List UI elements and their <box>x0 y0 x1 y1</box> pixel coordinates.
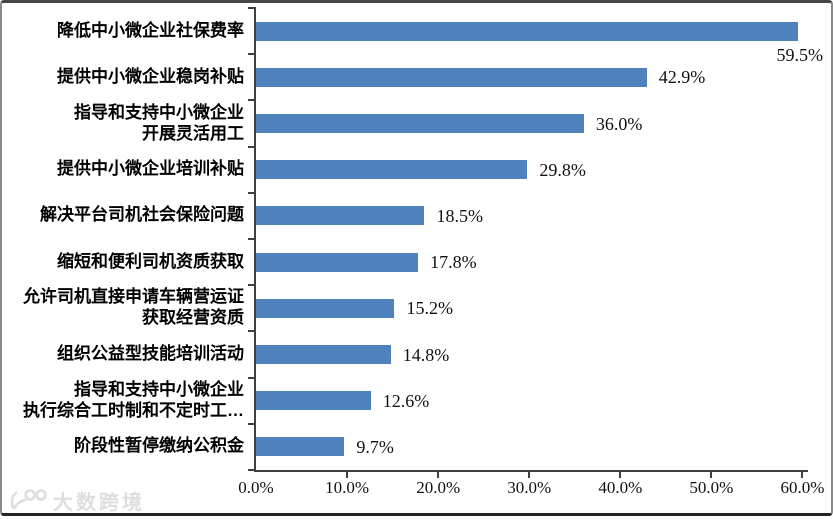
y-tick <box>248 7 256 9</box>
watermark-text: 大数跨境 <box>53 491 145 514</box>
y-tick <box>248 422 256 425</box>
value-label: 29.8% <box>539 159 586 180</box>
y-tick <box>248 99 256 102</box>
x-tick-label: 50.0% <box>689 478 734 497</box>
category-label-line: 阶段性暂停缴纳公积金 <box>74 436 244 456</box>
x-tick <box>346 470 349 478</box>
value-label: 12.6% <box>382 390 430 411</box>
category-label: 指导和支持中小微企业 执行综合工时制和不定时工… <box>0 379 244 421</box>
value-label: 14.8% <box>402 344 450 365</box>
category-label: 阶段性暂停缴纳公积金 <box>0 435 244 456</box>
category-label: 提供中小微企业培训补贴 <box>0 158 244 179</box>
bar <box>256 160 528 180</box>
y-tick <box>248 376 256 379</box>
bar <box>256 67 647 87</box>
x-tick-label: 10.0% <box>325 478 370 497</box>
x-tick-label: 0.0% <box>238 478 274 497</box>
category-label: 组织公益型技能培训活动 <box>0 343 244 364</box>
category-label-line: 提供中小微企业稳岗补贴 <box>57 66 244 86</box>
category-label: 缩短和便利司机资质获取 <box>0 251 244 272</box>
y-tick <box>248 145 256 148</box>
category-label-line: 开展灵活用工 <box>142 123 244 143</box>
value-label: 18.5% <box>436 205 483 226</box>
category-label-line: 获取经营资质 <box>142 308 244 328</box>
category-label: 允许司机直接申请车辆营运证 获取经营资质 <box>0 286 244 328</box>
value-label: 15.2% <box>406 298 453 319</box>
value-label: 42.9% <box>658 67 706 88</box>
category-label-line: 允许司机直接申请车辆营运证 <box>23 287 244 307</box>
x-tick-label: 20.0% <box>416 478 461 497</box>
category-label-line: 指导和支持中小微企业 <box>74 379 244 399</box>
x-tick-label: 30.0% <box>507 478 552 497</box>
value-label: 36.0% <box>595 113 643 134</box>
y-tick <box>248 53 256 56</box>
category-label-line: 解决平台司机社会保险问题 <box>40 205 244 225</box>
watermark: 大数跨境 <box>8 488 145 514</box>
category-label-line: 缩短和便利司机资质获取 <box>57 251 244 271</box>
category-label: 提供中小微企业稳岗补贴 <box>0 66 244 87</box>
bar <box>256 298 395 318</box>
bar <box>256 114 584 133</box>
bar <box>256 391 371 411</box>
bar <box>256 252 419 272</box>
y-axis-line <box>254 8 256 472</box>
x-tick <box>619 470 622 478</box>
bar <box>256 437 345 457</box>
category-label-line: 组织公益型技能培训活动 <box>57 344 244 363</box>
bar <box>256 345 391 364</box>
value-label: 59.5% <box>776 44 824 65</box>
x-tick <box>710 470 713 478</box>
category-label-line: 执行综合工时制和不定时工… <box>23 400 244 420</box>
x-axis-line <box>254 470 808 472</box>
bar <box>256 21 798 41</box>
category-label: 解决平台司机社会保险问题 <box>0 204 244 225</box>
category-label: 指导和支持中小微企业 开展灵活用工 <box>0 102 244 144</box>
category-label-line: 降低中小微企业社保费率 <box>57 20 244 40</box>
watermark-logo-icon <box>8 488 48 512</box>
x-tick <box>801 470 804 478</box>
bar <box>256 206 425 226</box>
category-label-line: 指导和支持中小微企业 <box>74 102 244 122</box>
y-tick <box>248 238 256 240</box>
x-tick <box>528 470 531 478</box>
x-tick <box>437 470 440 478</box>
x-tick-label: 40.0% <box>598 478 643 497</box>
x-tick-label: 60.0% <box>780 478 825 497</box>
value-label: 17.8% <box>430 252 477 273</box>
y-tick <box>248 284 256 287</box>
y-tick <box>248 330 256 333</box>
y-tick <box>248 191 256 194</box>
category-label-line: 提供中小微企业培训补贴 <box>57 159 244 179</box>
category-label: 降低中小微企业社保费率 <box>0 20 244 41</box>
value-label: 9.7% <box>356 436 394 457</box>
y-tick <box>248 469 256 471</box>
